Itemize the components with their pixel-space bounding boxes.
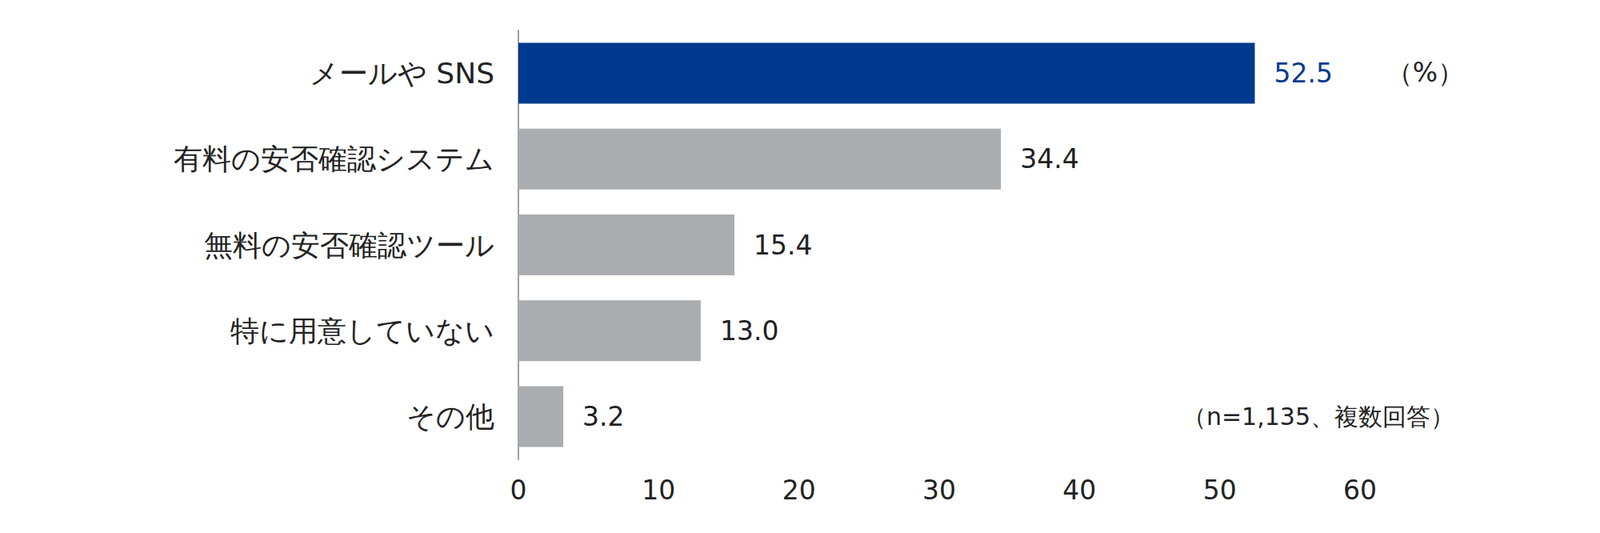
svg-text:3.2: 3.2 — [582, 400, 624, 432]
svg-text:無料の安否確認ツール: 無料の安否確認ツール — [204, 228, 495, 262]
svg-text:60: 60 — [1343, 474, 1377, 506]
svg-text:13.0: 13.0 — [720, 315, 779, 347]
svg-text:34.4: 34.4 — [1020, 143, 1079, 175]
svg-text:その他: その他 — [406, 400, 495, 433]
svg-text:20: 20 — [782, 474, 816, 506]
svg-text:10: 10 — [641, 474, 676, 506]
svg-text:メールや SNS: メールや SNS — [309, 56, 495, 90]
svg-text:52.5: 52.5 — [1274, 57, 1333, 89]
svg-text:15.4: 15.4 — [753, 229, 812, 261]
svg-text:有料の安否確認システム: 有料の安否確認システム — [173, 142, 495, 176]
svg-text:特に用意していない: 特に用意していない — [230, 314, 495, 348]
svg-text:40: 40 — [1062, 474, 1096, 506]
svg-text:0: 0 — [510, 474, 528, 506]
svg-text:30: 30 — [922, 474, 956, 506]
svg-text:50: 50 — [1203, 474, 1237, 506]
svg-text:（n=1,135、複数回答）: （n=1,135、複数回答） — [1182, 402, 1455, 431]
svg-text:（%）: （%） — [1386, 56, 1464, 88]
